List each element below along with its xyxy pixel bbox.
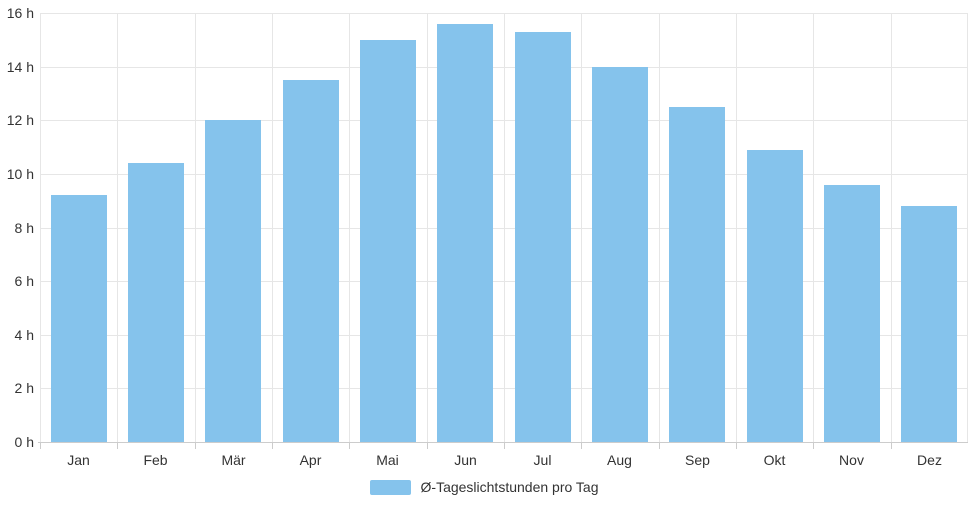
x-axis-tick xyxy=(659,443,660,449)
x-axis-label-maer: Mär xyxy=(221,452,246,468)
y-axis-label-16-h: 16 h xyxy=(6,5,34,21)
y-axis-label-12-h: 12 h xyxy=(6,112,34,128)
vertical-gridline xyxy=(427,13,428,442)
x-axis-label-apr: Apr xyxy=(299,452,322,468)
x-axis-tick xyxy=(272,443,273,449)
x-axis-label-nov: Nov xyxy=(839,452,864,468)
legend: Ø-Tageslichtstunden pro Tag xyxy=(0,478,968,496)
vertical-gridline xyxy=(581,13,582,442)
y-axis-label-8-h: 8 h xyxy=(14,220,34,236)
vertical-gridline xyxy=(195,13,196,442)
x-axis-label-jun: Jun xyxy=(454,452,477,468)
vertical-gridline xyxy=(813,13,814,442)
x-axis-tick xyxy=(427,443,428,449)
bar-aug[interactable] xyxy=(592,67,648,442)
vertical-gridline xyxy=(736,13,737,442)
y-axis-label-10-h: 10 h xyxy=(6,166,34,182)
y-axis-label-4-h: 4 h xyxy=(14,327,34,343)
bar-maer[interactable] xyxy=(205,120,261,442)
vertical-gridline xyxy=(117,13,118,442)
bar-jun[interactable] xyxy=(437,24,493,442)
x-axis-tick xyxy=(40,443,41,449)
x-axis-label-aug: Aug xyxy=(607,452,632,468)
vertical-gridline xyxy=(891,13,892,442)
x-axis-label-feb: Feb xyxy=(143,452,168,468)
legend-series-label[interactable]: Ø-Tageslichtstunden pro Tag xyxy=(420,479,599,495)
x-axis-label-okt: Okt xyxy=(763,452,786,468)
vertical-gridline xyxy=(40,13,41,442)
x-axis-tick xyxy=(813,443,814,449)
x-axis-tick xyxy=(581,443,582,449)
x-axis-tick xyxy=(117,443,118,449)
bar-mai[interactable] xyxy=(360,40,416,442)
x-axis-tick xyxy=(349,443,350,449)
x-axis-line xyxy=(38,442,968,443)
x-axis-label-mai: Mai xyxy=(376,452,399,468)
x-axis-label-dez: Dez xyxy=(917,452,942,468)
vertical-gridline xyxy=(272,13,273,442)
vertical-gridline xyxy=(349,13,350,442)
bar-okt[interactable] xyxy=(747,150,803,442)
legend-swatch-icon[interactable] xyxy=(369,479,411,495)
y-axis-label-0-h: 0 h xyxy=(14,434,34,450)
bar-jul[interactable] xyxy=(515,32,571,442)
vertical-gridline xyxy=(659,13,660,442)
x-axis-tick xyxy=(504,443,505,449)
bar-nov[interactable] xyxy=(824,185,880,442)
bar-feb[interactable] xyxy=(128,163,184,442)
y-axis-label-2-h: 2 h xyxy=(14,380,34,396)
x-axis-label-jan: Jan xyxy=(67,452,90,468)
x-axis-label-jul: Jul xyxy=(533,452,552,468)
y-axis-label-6-h: 6 h xyxy=(14,273,34,289)
bar-dez[interactable] xyxy=(901,206,957,442)
bar-jan[interactable] xyxy=(51,195,107,442)
x-axis-label-sep: Sep xyxy=(685,452,710,468)
vertical-gridline xyxy=(504,13,505,442)
y-axis-label-14-h: 14 h xyxy=(6,59,34,75)
x-axis-tick xyxy=(736,443,737,449)
x-axis-tick xyxy=(891,443,892,449)
bar-sep[interactable] xyxy=(669,107,725,442)
bar-apr[interactable] xyxy=(283,80,339,442)
plot-area xyxy=(40,13,968,442)
x-axis-tick xyxy=(195,443,196,449)
